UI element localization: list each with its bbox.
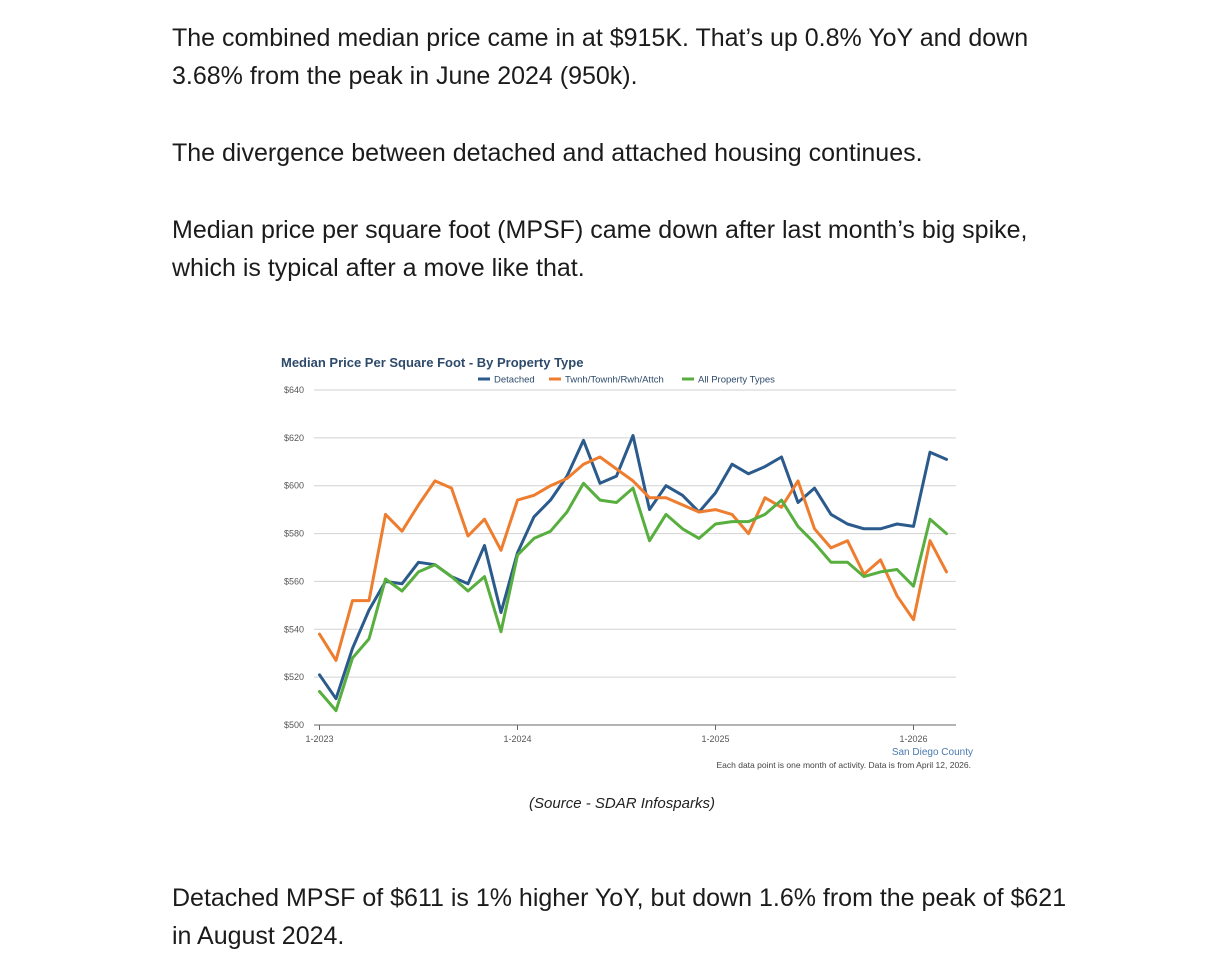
y-tick-label: $540 — [284, 624, 304, 634]
y-tick-label: $620 — [284, 433, 304, 443]
chart-footnote: Each data point is one month of activity… — [716, 760, 971, 770]
region-label: San Diego County — [892, 747, 973, 758]
grid-lines — [314, 389, 956, 678]
x-tick-label: 1-2023 — [305, 734, 333, 744]
y-tick-label: $580 — [284, 529, 304, 539]
paragraph-detached-mpsf: Detached MPSF of $611 is 1% higher YoY, … — [172, 884, 1067, 950]
series-line — [318, 481, 948, 713]
legend-label: Detached — [494, 375, 535, 386]
series-line — [318, 455, 948, 662]
x-tick-label: 1-2026 — [899, 734, 927, 744]
y-tick-label: $560 — [284, 576, 304, 586]
chart-svg: $500 $520 $540 $560 $580 $600 $620 $640 1-2023 1-… — [281, 355, 973, 770]
paragraph-combined-median: The combined median price came in at $91… — [172, 24, 1029, 90]
y-tick-label: $640 — [284, 385, 304, 395]
chart-title: Median Price Per Square Foot - By Proper… — [281, 355, 583, 370]
y-tick-label: $600 — [284, 481, 304, 491]
series-lines — [318, 434, 948, 713]
chart-caption: (Source - SDAR Infosparks) — [529, 795, 715, 812]
y-tick-label: $500 — [284, 720, 304, 730]
y-tick-label: $520 — [284, 672, 304, 682]
paragraph-mpsf: Median price per square foot (MPSF) came… — [172, 216, 1028, 282]
axes: $500 $520 $540 $560 $580 $600 $620 $640 1-2023 1-… — [284, 385, 956, 744]
series-line — [318, 434, 948, 701]
paragraph-divergence: The divergence between detached and atta… — [172, 139, 923, 167]
x-tick-label: 1-2024 — [503, 734, 531, 744]
legend-label: Twnh/Townh/Rwh/Attch — [565, 375, 664, 386]
legend-label: All Property Types — [698, 375, 775, 386]
mpsf-line-chart: $500 $520 $540 $560 $580 $600 $620 $640 1-2023 1-… — [270, 348, 990, 778]
legend: Detached Twnh/Townh/Rwh/Attch All Property… — [478, 375, 775, 386]
x-tick-label: 1-2025 — [701, 734, 729, 744]
